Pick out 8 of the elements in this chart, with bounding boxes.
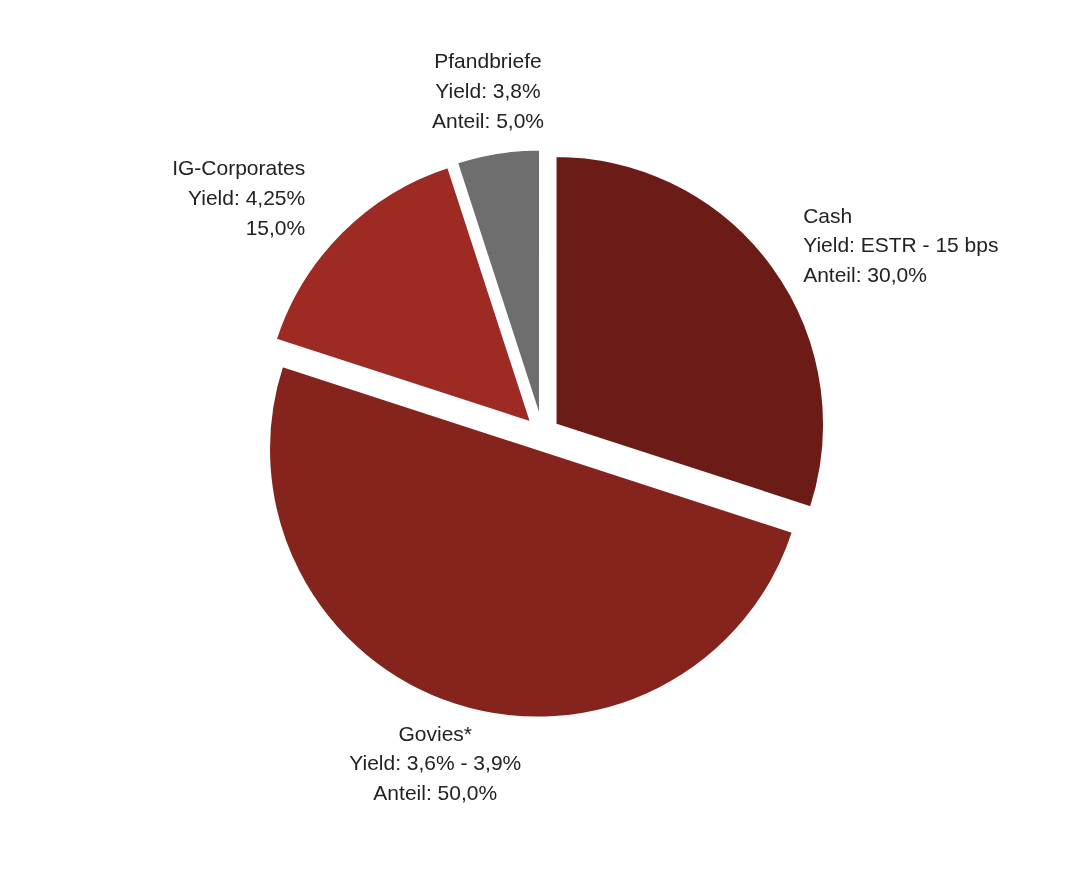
data-label: Yield: 3,6% - 3,9% Anteil: 50,0% [349, 751, 522, 805]
data-label: Yield: 3,8% Anteil: 5,0% [431, 79, 545, 132]
slice-label: IG-Corporates [172, 155, 306, 179]
slice-label: Govies* [398, 721, 473, 745]
data-label: Yield: 4,25% 15,0% [188, 185, 306, 239]
slice-label: Cash [803, 203, 853, 227]
data-label: Yield: ESTR - 15 bps Anteil: 30,0% [803, 233, 999, 287]
slice-label: Pfandbriefe [434, 49, 542, 73]
